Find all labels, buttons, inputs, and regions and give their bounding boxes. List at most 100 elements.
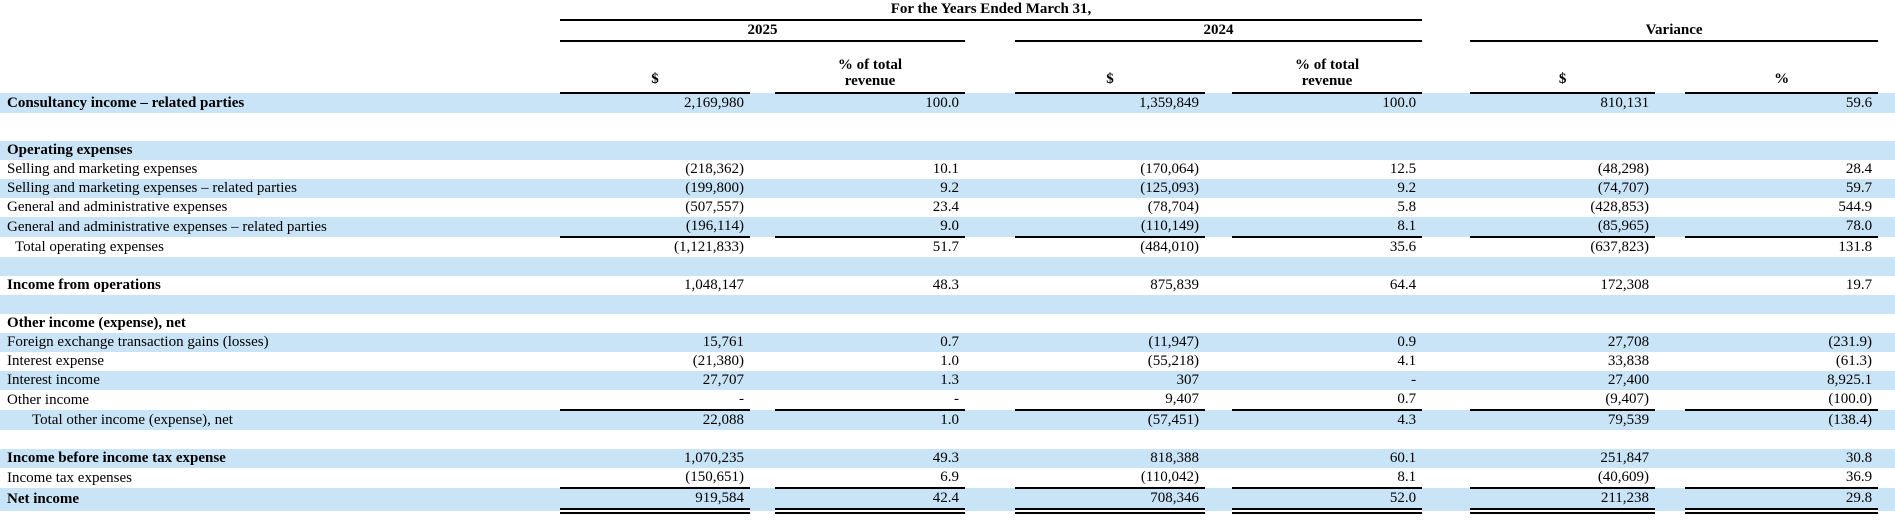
section-header-row: Operating expenses [0,141,1895,160]
cell-spacer [1655,468,1685,488]
cell-spacer [750,390,775,410]
cell-value: (170,064) [1140,161,1199,177]
cell-value: 59.6 [1685,93,1879,113]
cell-value: 78.0 [1685,217,1879,238]
cell-value: (507,557) [685,199,744,215]
cell-value: 8,925.1 [1685,371,1879,390]
cell-spacer [552,449,560,468]
cell-value: - [775,390,965,411]
cell-spacer [1878,390,1895,410]
cell-value: 28.4 [1845,161,1873,177]
cell-value [560,141,750,160]
table-row: Interest income 27,707 1.3 307 - 27,400 8,925.… [0,371,1895,390]
row-label: Net income [0,488,552,511]
cell-spacer [1878,160,1895,179]
table-row: Total operating expenses (1,121,833) 51.7 (… [0,237,1895,257]
cell-value: 8.1 [1232,217,1423,238]
cell-spacer [965,468,1015,488]
cell-value: (21,380) [692,353,744,369]
table-row: General and administrative expenses (507,… [0,198,1895,217]
cell-spacer [1655,276,1685,295]
cell-spacer [1655,93,1686,113]
cell-value: 30.8 [1685,449,1879,468]
cell-spacer [750,217,775,237]
cell-spacer [552,333,560,352]
cell-value: (231.9) [1685,333,1879,352]
row-label: General and administrative expenses – re… [0,217,552,237]
cell-spacer [1422,352,1470,371]
cell-value: (57,451) [1015,410,1205,430]
cell-spacer [1205,390,1232,410]
cell-spacer [552,160,560,179]
cell-spacer [1878,468,1895,488]
table-row: Consultancy income – related parties 2,16… [0,93,1895,113]
cell-spacer [1655,390,1685,410]
cell-value: 23.4 [932,199,959,215]
section-header-row: Other income (expense), net [0,314,1895,333]
cell-value [775,141,965,160]
cell-spacer [1205,410,1232,430]
col-header-2025-pct-revenue: % of total revenue [775,41,965,94]
cell-value: 5.8 [1397,199,1417,215]
cell-spacer [1205,160,1232,179]
cell-value: (9,407) [1470,390,1656,411]
cell-value [775,314,965,333]
cell-spacer [1422,488,1471,511]
cell-value: (110,149) [1015,217,1205,238]
years-ended-row: For the Years Ended March 31, [0,0,1895,21]
cell-spacer [750,276,775,295]
cell-spacer [965,276,1015,295]
cell-spacer [1878,410,1895,430]
row-label: Consultancy income – related parties [0,93,552,113]
cell-spacer [750,449,775,468]
row-label: Total other income (expense), net [0,410,552,430]
spacer-cell [0,430,1895,449]
cell-value: (85,965) [1470,217,1656,238]
cell-value: 544.9 [1838,199,1873,215]
cell-value: - [1232,371,1423,390]
cell-spacer [1205,217,1232,237]
table-header: For the Years Ended March 31, 2025 2024 … [0,0,1895,94]
cell-spacer [1422,160,1470,179]
sub-header-row: $ % of total revenue $ % of total revenu… [0,41,1895,94]
cell-value: 100.0 [775,93,965,113]
cell-spacer [552,276,560,295]
cell-value: 0.7 [1232,390,1423,411]
cell-spacer [552,410,560,430]
spacer-row [0,257,1895,276]
cell-value: 27,400 [1470,371,1656,390]
row-label: Foreign exchange transaction gains (loss… [0,333,552,352]
cell-value: 29.8 [1685,488,1879,514]
cell-spacer [1422,179,1471,198]
cell-spacer [552,93,560,113]
cell-value [1470,141,1656,160]
col-header-2024-dollar: $ [1015,41,1205,94]
header-spacer [552,20,560,41]
column-group-row: 2025 2024 Variance [0,20,1895,42]
cell-value: 307 [1015,371,1205,390]
cell-value: 48.3 [932,277,959,293]
cell-value: 10.1 [932,161,959,177]
spacer-cell [0,257,1895,276]
row-label: Other income (expense), net [7,315,186,331]
cell-spacer [1655,198,1685,217]
cell-value [560,314,750,333]
cell-value [1015,314,1205,333]
cell-spacer [552,198,560,217]
cell-value: 1,359,849 [1015,93,1205,113]
cell-spacer [1655,371,1686,390]
col-header-variance-pct: % [1685,41,1879,94]
table-row: Total other income (expense), net 22,088 1… [0,410,1895,430]
cell-spacer [965,217,1015,237]
cell-value: 0.7 [775,333,965,352]
cell-value: 810,131 [1470,93,1656,113]
header-spacer [1422,20,1470,41]
cell-spacer [750,371,775,390]
cell-value: 919,584 [560,488,750,514]
cell-spacer [1205,449,1232,468]
cell-value: 27,707 [560,371,750,390]
cell-spacer [1878,449,1895,468]
cell-spacer [750,468,775,488]
cell-spacer [1655,179,1686,198]
